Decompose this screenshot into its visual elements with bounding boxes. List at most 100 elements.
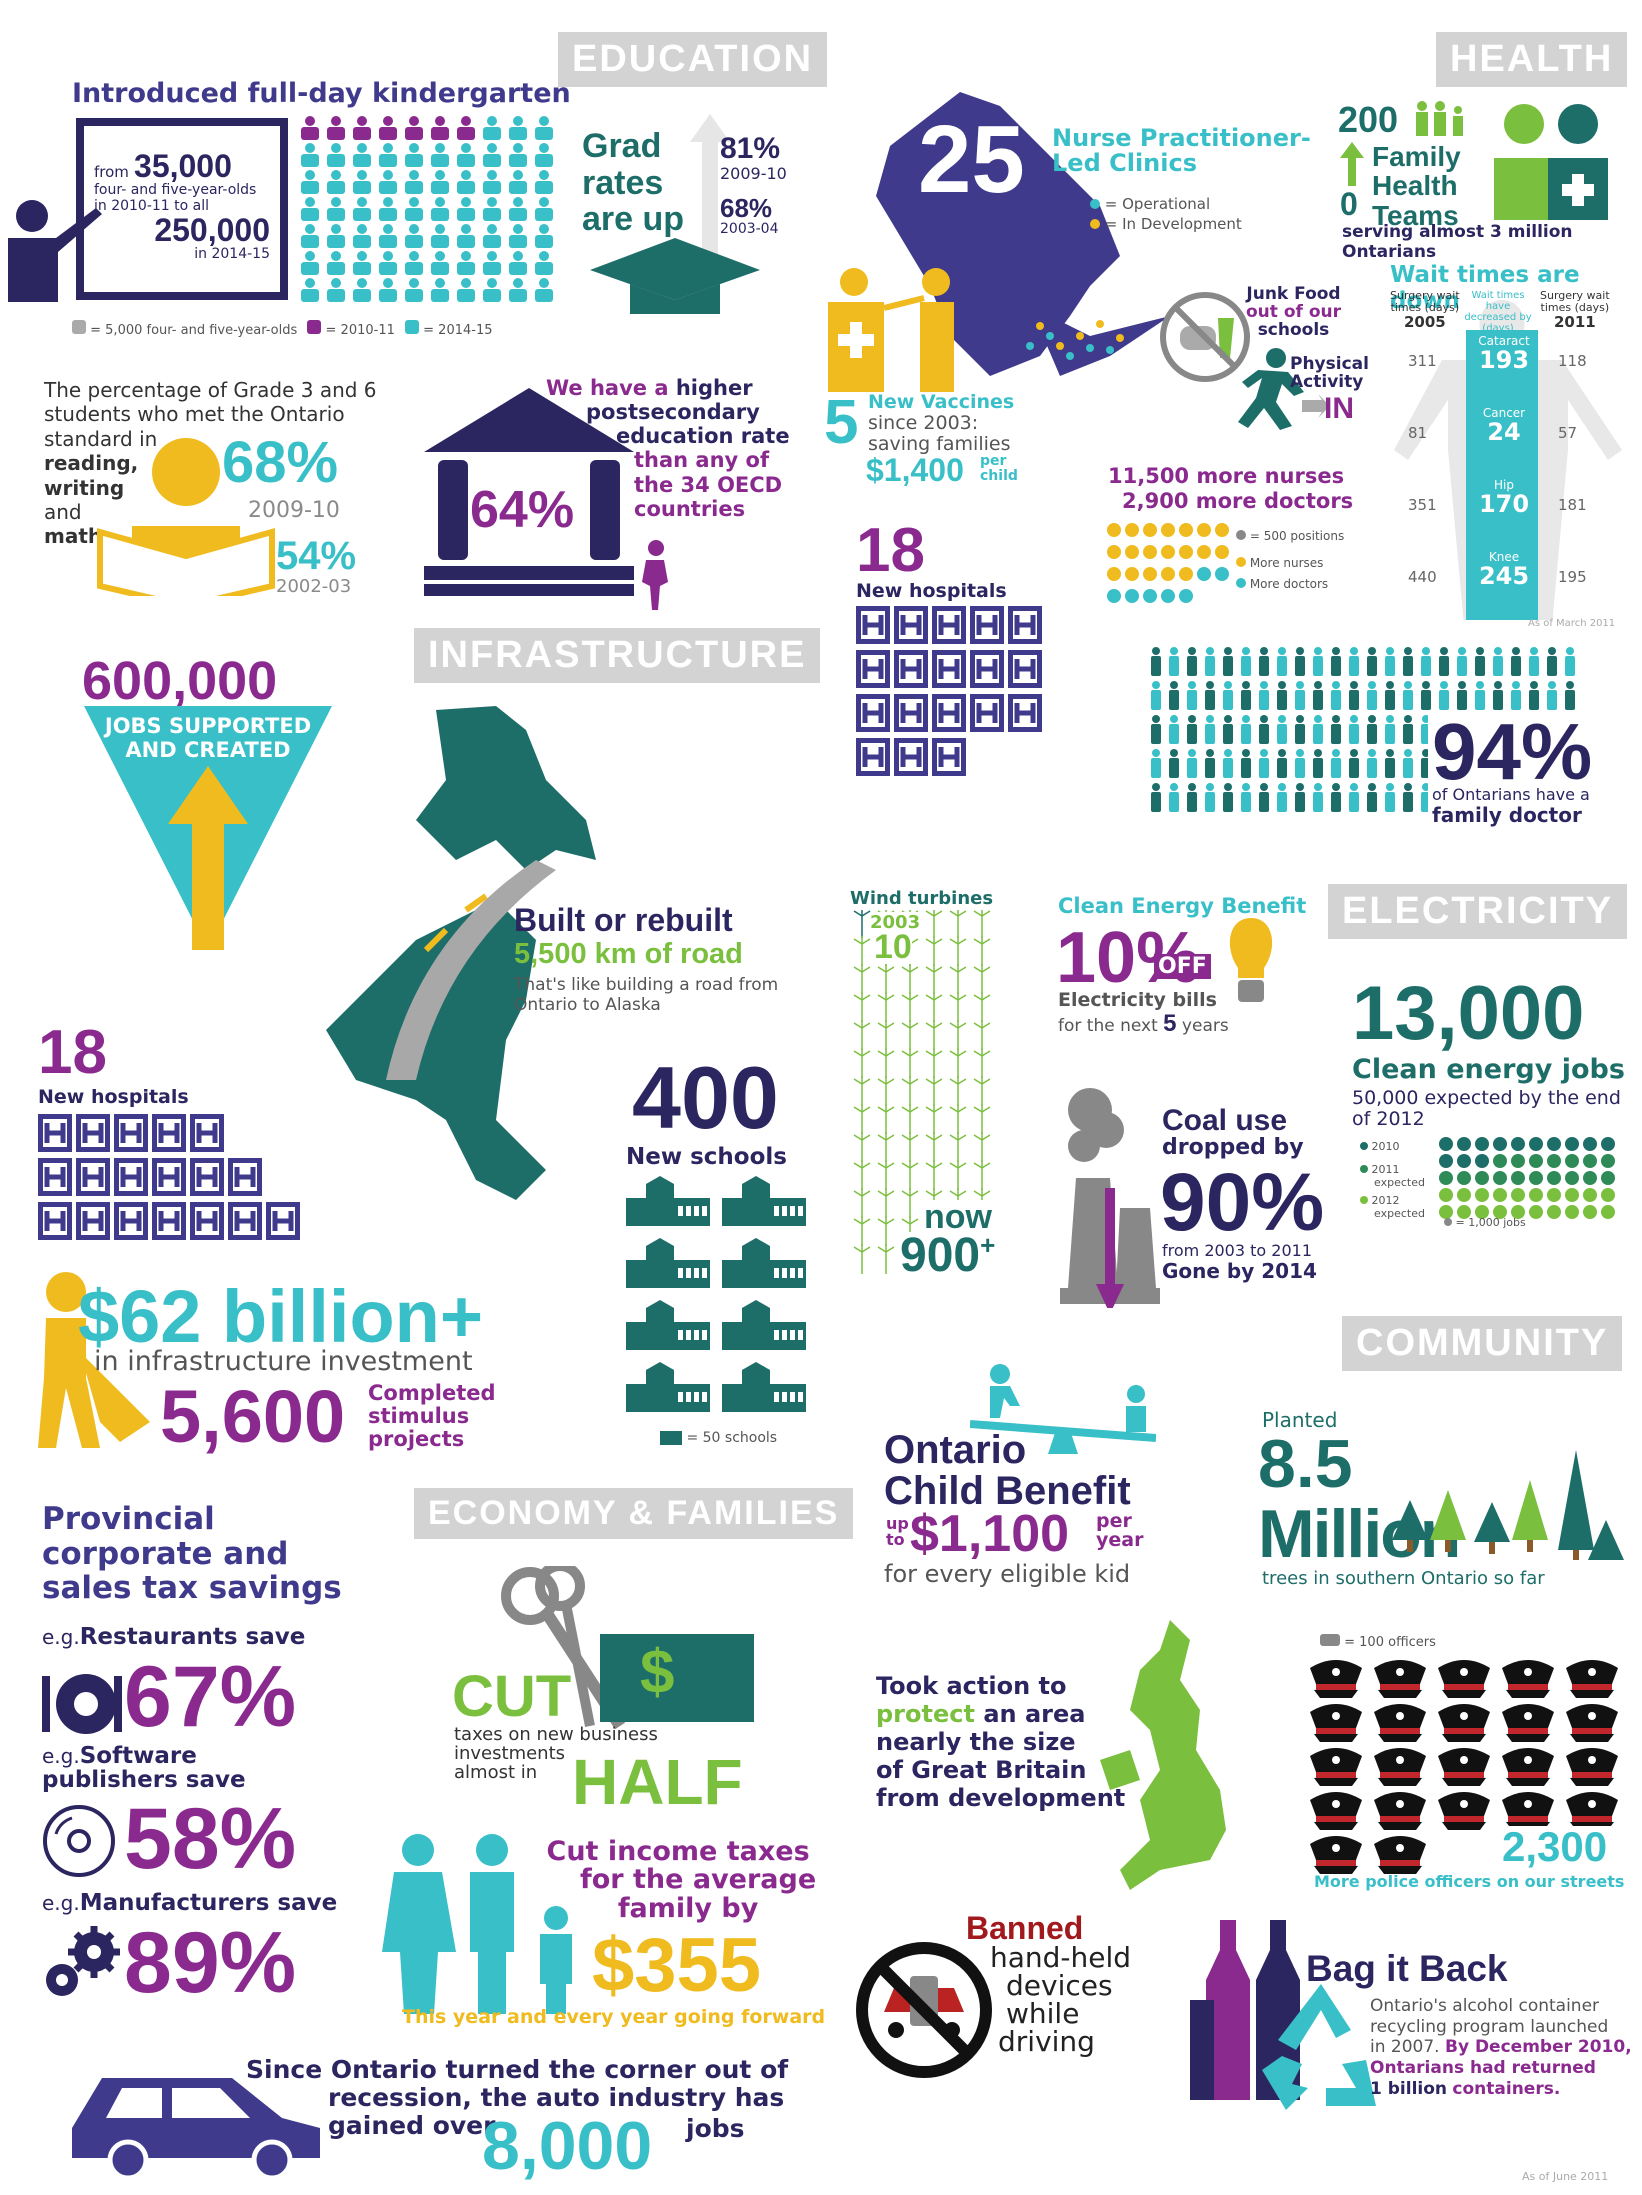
wind-turbine-icon: [877, 1244, 895, 1274]
ontarian-person-icon: [1349, 783, 1359, 812]
tree-icon: [1558, 1450, 1594, 1560]
cej-l3b: expected: [1374, 1206, 1425, 1220]
protect-l2b: an area: [983, 1700, 1086, 1729]
school-icon: [626, 1362, 710, 1412]
ontarian-person-icon: [1151, 783, 1161, 812]
wind-turbine-icon: [901, 1188, 919, 1218]
kinder-person-icon: [405, 170, 423, 194]
tree-icon: [1430, 1490, 1466, 1552]
job-dot: [1457, 1205, 1471, 1219]
police-hat-icon: [1310, 1836, 1362, 1874]
wait-h2005: 2005: [1403, 313, 1446, 332]
nurses-k1: = 500 positions: [1249, 529, 1345, 543]
job-dot: [1493, 1137, 1507, 1151]
position-dot: [1179, 567, 1193, 581]
ocb-title: Ontario Child Benefit: [884, 1430, 1131, 1512]
jobs-num: 600,000: [82, 651, 278, 711]
kinder-person-icon: [509, 224, 527, 248]
no-junk-food-icon: [1158, 290, 1252, 384]
cut-t3: almost in: [454, 1761, 538, 1783]
nurse-title2: Led Clinics: [1052, 149, 1197, 178]
ontarian-person-icon: [1223, 681, 1233, 710]
hosp1-label: New hospitals: [856, 580, 1007, 602]
police-hat-icon: [1438, 1748, 1490, 1786]
ontarian-person-icon: [1511, 681, 1521, 710]
job-dot: [1475, 1154, 1489, 1168]
wind-turbine-icon: [853, 1048, 871, 1078]
bag-t3b: By December 2010,: [1444, 2037, 1632, 2058]
great-britain-map: [1100, 1620, 1230, 1890]
kinder-person-icon: [431, 278, 449, 302]
grad-p2: 68%: [720, 193, 773, 223]
wind-turbine-icon: [973, 1076, 991, 1106]
ontarian-person-icon: [1511, 647, 1521, 676]
police-hat-icon: [1374, 1660, 1426, 1698]
tax-t1: Provincial: [42, 1501, 215, 1537]
kinder-desc2: in 2010-11 to all: [94, 198, 210, 214]
wind-turbine-icon: [973, 936, 991, 966]
junk-t2: out of our: [1246, 301, 1341, 322]
kinder-n2: 250,000: [154, 212, 270, 248]
wind-turbine-icon: [949, 910, 967, 938]
ontario-alaska-map: [296, 700, 676, 1220]
job-dot: [1439, 1154, 1453, 1168]
wait-decrease: 24: [1487, 418, 1521, 446]
kinder-person-icon: [353, 251, 371, 275]
ontarian-person-icon: [1169, 647, 1179, 676]
infra-sub: in infrastructure investment: [94, 1346, 473, 1377]
postsec-l1: We have a: [546, 376, 669, 400]
ontarian-person-icon: [1421, 647, 1431, 676]
header-health: HEALTH: [1436, 32, 1628, 87]
kinder-person-icon: [405, 197, 423, 221]
wind-turbine-icon: [877, 1160, 895, 1190]
ontarian-person-icon: [1367, 715, 1377, 744]
position-dot: [1125, 567, 1139, 581]
wind-turbine-icon: [973, 1104, 991, 1134]
wind-turbine-icon: [853, 992, 871, 1022]
coal-text2: from 2003 to 2011 Gone by 2014: [1162, 1241, 1317, 1283]
wait-procedure: Cancer: [1482, 406, 1526, 420]
hospital-icon: [970, 606, 1004, 644]
wait-row: 351 Hip 170 181: [1388, 474, 1618, 534]
job-dot: [1529, 1154, 1543, 1168]
trees-t1: Planted: [1262, 1408, 1338, 1432]
wind-turbine-icon: [973, 1132, 991, 1162]
bag-t5: 1 billion: [1370, 2078, 1448, 2099]
hospital-icon: [38, 1114, 72, 1152]
nurses-k2: More nurses: [1249, 556, 1324, 570]
ontarian-person-icon: [1439, 681, 1449, 710]
family-sub: serving almost 3 million Ontarians: [1342, 222, 1573, 262]
infra-c1: Completed: [368, 1381, 496, 1405]
kinder-person-icon: [483, 170, 501, 194]
job-dot: [1475, 1171, 1489, 1185]
ontarian-person-icon: [1331, 783, 1341, 812]
wind-turbine-icon: [949, 1048, 967, 1078]
wait-h2011b: times (days): [1540, 301, 1610, 315]
hosp1-grid: [856, 606, 1086, 786]
job-dot: [1547, 1188, 1561, 1202]
ontarian-person-icon: [1205, 681, 1215, 710]
kinder-board: [76, 118, 288, 300]
literacy-text1: The percentage of Grade 3 and 6: [44, 378, 377, 402]
ocb-peryear: per year: [1096, 1512, 1143, 1550]
literacy-text3: standard in: [44, 426, 158, 451]
ontarian-person-icon: [1223, 647, 1233, 676]
position-dot: [1179, 545, 1193, 559]
wind-turbine-icon: [973, 1160, 991, 1190]
kinder-person-icon: [457, 170, 475, 194]
banned-t3: devices: [1006, 1969, 1113, 2002]
hospital-icon: [894, 606, 928, 644]
cej-l3a: 2012: [1371, 1193, 1400, 1207]
hospital-icon: [1008, 694, 1042, 732]
kinder-person-icon: [535, 170, 553, 194]
police-sub: More police officers on our streets: [1314, 1872, 1625, 1891]
coal-t3: from 2003 to 2011: [1162, 1241, 1312, 1260]
school-icon: [722, 1300, 806, 1350]
wind-turbine-icon: [925, 1132, 943, 1162]
hospital-icon: [190, 1158, 224, 1196]
kinder-person-icon: [535, 251, 553, 275]
kinder-person-icon: [301, 197, 319, 221]
kinder-person-icon: [327, 170, 345, 194]
kinder-person-icon: [353, 143, 371, 167]
cut-text: taxes on new business investments almost…: [454, 1725, 658, 1783]
